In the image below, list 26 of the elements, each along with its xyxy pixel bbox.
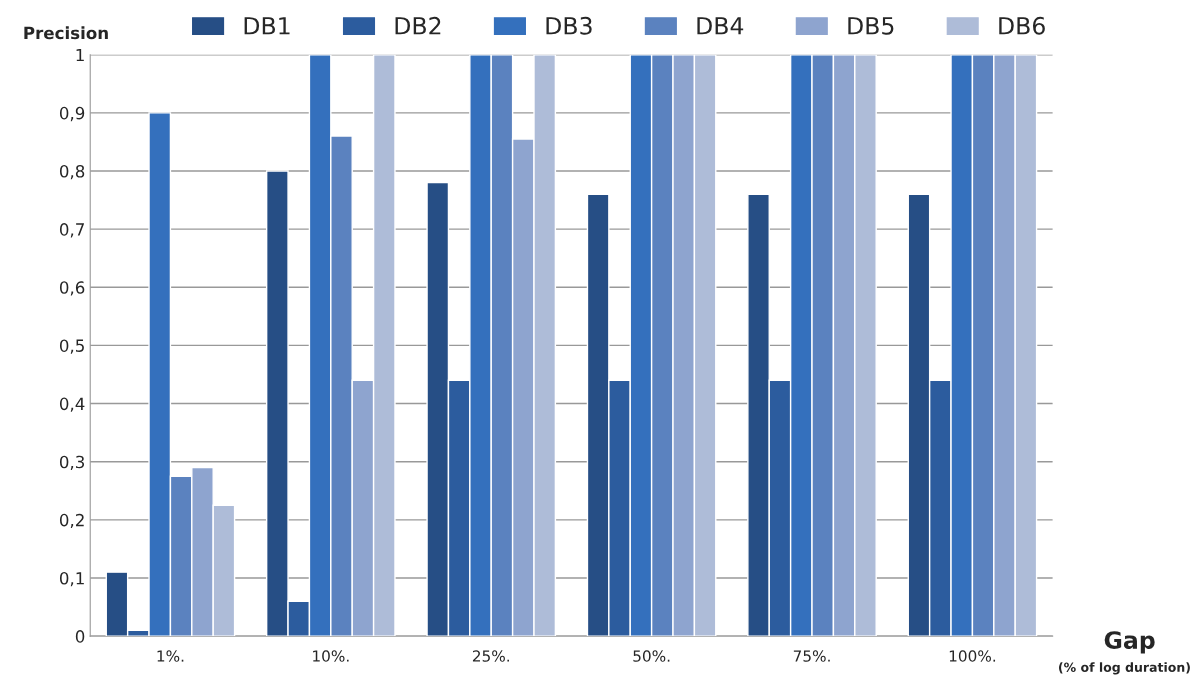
x-tick-label: 10%.: [313, 650, 349, 662]
legend-label: DB1: [244, 17, 290, 35]
legend-label: DB3: [546, 16, 592, 35]
x-tick-label: 1%.: [157, 650, 184, 662]
legend-label: DB4: [697, 17, 744, 35]
y-axis-title: Precision: [24, 26, 108, 40]
x-tick-label: 100%.: [949, 650, 996, 662]
y-tick-label: 0,8: [59, 164, 85, 180]
x-tick-label: 50%.: [633, 650, 670, 662]
x-tick-label: 25%.: [472, 650, 509, 662]
y-tick-label: 0,4: [59, 397, 85, 412]
legend-label: DB5: [848, 17, 894, 35]
x-axis-title: Gap: [1104, 631, 1155, 654]
legend-label: DB6: [999, 16, 1045, 35]
y-tick-label: 0,5: [59, 339, 84, 354]
text: (% of log duration): [1059, 662, 1190, 675]
y-tick-label: 0,2: [59, 513, 84, 529]
y-tick-label: 1: [76, 48, 84, 62]
y-tick-label: 0,9: [59, 106, 85, 122]
y-tick-label: 0,7: [59, 223, 84, 238]
y-tick-label: 0,3: [59, 455, 85, 470]
y-tick-label: 0: [75, 630, 85, 643]
x-tick-label: 75%.: [793, 650, 830, 662]
y-tick-label: 0,6: [59, 281, 85, 296]
y-tick-label: 0,1: [59, 571, 84, 587]
legend-label: DB2: [395, 16, 441, 35]
